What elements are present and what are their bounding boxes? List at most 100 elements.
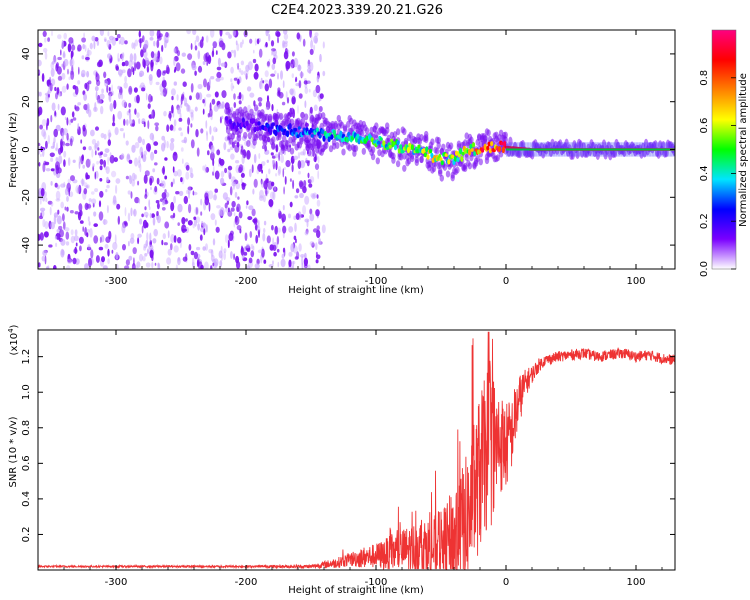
spectrogram-ridge-halo [601, 139, 607, 150]
spectrogram-noise-cell [51, 61, 55, 65]
spectrogram-noise-cell [85, 158, 91, 168]
spectrogram-noise-cell [81, 55, 85, 60]
spectrogram-ridge-halo [424, 130, 429, 138]
spectrogram-noise-cell [88, 109, 92, 118]
spectrogram-noise-cell [180, 177, 183, 183]
spectrogram-ridge-cell [455, 150, 459, 156]
spectrogram-noise-cell [139, 85, 142, 89]
spectrogram-noise-cell [259, 189, 264, 199]
spectrogram-noise-cell [295, 78, 297, 83]
spectrogram-ridge-halo [370, 146, 376, 154]
colorbar-label: Normalized spectral amplitude [738, 73, 749, 227]
spectrogram-noise-cell [204, 261, 209, 269]
spectrogram-noise-cell [183, 195, 188, 205]
spectrogram-noise-cell [205, 224, 208, 233]
spectrogram-noise-cell [293, 57, 299, 68]
spectrogram-noise-cell [296, 251, 300, 260]
spectrogram-noise-cell [189, 167, 193, 175]
spectrogram-ridge-cell [301, 131, 305, 136]
spectrogram-noise-cell [161, 192, 167, 199]
spectrogram-noise-cell [129, 111, 132, 121]
spectrogram-noise-cell [144, 194, 148, 199]
spectrogram-noise-cell [112, 199, 118, 206]
spectrogram-noise-cell [123, 220, 128, 226]
spectrogram-noise-cell [234, 215, 238, 223]
spectrogram-noise-cell [74, 104, 77, 110]
spectrogram-noise-cell [246, 247, 251, 253]
spectrogram-noise-cell [280, 258, 286, 268]
spectrogram-noise-cell [56, 87, 60, 96]
spectrogram-noise-cell [283, 166, 286, 171]
spectrogram-noise-cell [115, 178, 121, 184]
spectrogram-noise-cell [206, 51, 210, 57]
spectrogram-noise-cell [212, 41, 217, 49]
spectrogram-noise-cell [57, 209, 60, 215]
spectrogram-noise-cell [39, 232, 44, 241]
spectrogram-ridge-halo [385, 126, 390, 134]
spectrogram-noise-cell [317, 156, 320, 164]
spectrogram-noise-cell [249, 92, 255, 98]
spectrogram-noise-cell [208, 248, 213, 254]
spectrogram-noise-cell [84, 226, 87, 236]
spectrogram-noise-cell [316, 194, 319, 199]
spectrogram-noise-cell [75, 242, 78, 247]
spectrogram-noise-cell [183, 136, 188, 144]
spectrogram-noise-cell [164, 175, 168, 180]
spectrogram-noise-cell [99, 190, 104, 198]
spectrogram-noise-cell [50, 168, 55, 172]
spectrogram-noise-cell [111, 36, 117, 46]
spectrogram-noise-cell [113, 157, 119, 163]
spectrogram-ridge-halo [291, 139, 296, 147]
spectrogram-noise-cell [149, 175, 155, 184]
spectrogram-noise-cell [291, 73, 294, 78]
spectrogram-ridge-halo [455, 166, 460, 174]
spectrogram-noise-cell [104, 148, 110, 154]
spectrogram-noise-cell [266, 235, 271, 244]
spectrogram-noise-cell [137, 180, 140, 186]
spectrogram-ridge-cell [237, 117, 242, 124]
y-tick-label: 40 [21, 48, 32, 61]
spectrogram-noise-cell [151, 262, 154, 269]
spectrogram-ridge-cell [248, 123, 252, 129]
spectrogram-noise-cell [218, 103, 224, 109]
spectrogram-noise-cell [192, 257, 195, 267]
spectrogram-noise-cell [99, 30, 104, 36]
spectrogram-noise-cell [102, 265, 108, 269]
spectrogram-x-ticks: -300 -200 -100 0 100 [37, 30, 663, 287]
spectrogram-ridge-halo [442, 163, 448, 171]
spectrogram-noise-cell [112, 122, 116, 127]
spectrogram-ridge-halo [475, 155, 480, 162]
spectrogram-noise-cell [44, 51, 48, 60]
spectrogram-noise-cell [307, 172, 310, 179]
spectrogram-noise-cell [276, 235, 280, 245]
spectrogram-ridge-cell [461, 151, 465, 156]
spectrogram-noise-cell [322, 70, 326, 77]
spectrogram-noise-cell [261, 248, 265, 258]
spectrogram-noise-cell [252, 58, 257, 64]
spectrogram-noise-cell [99, 236, 102, 243]
spectrogram-noise-cell [108, 43, 112, 50]
spectrogram-noise-cell [314, 32, 319, 37]
spectrogram-noise-cell [77, 80, 81, 85]
spectrogram-noise-cell [214, 219, 217, 226]
spectrogram-noise-cell [49, 83, 53, 92]
spectrogram-noise-cell [54, 86, 57, 92]
spectrogram-noise-cell [93, 223, 98, 228]
spectrogram-noise-cell [253, 217, 258, 225]
spectrogram-noise-cell [80, 155, 84, 165]
spectrogram-noise-cell [61, 132, 64, 141]
spectrogram-noise-cell [96, 99, 102, 105]
spectrogram-ridge-cell [297, 126, 301, 130]
spectrogram-noise-cell [66, 206, 69, 212]
spectrogram-noise-cell [41, 148, 45, 158]
spectrogram-noise-cell [227, 170, 231, 175]
spectrogram-noise-cell [84, 263, 89, 269]
spectrogram-noise-cell [293, 235, 297, 240]
spectrogram-noise-cell [204, 196, 210, 206]
spectrogram-noise-cell [130, 207, 133, 217]
spectrogram-noise-cell [141, 225, 144, 234]
spectrogram-ridge-halo [448, 142, 454, 150]
spectrogram-noise-cell [45, 168, 51, 172]
spectrogram-noise-cell [299, 192, 304, 199]
